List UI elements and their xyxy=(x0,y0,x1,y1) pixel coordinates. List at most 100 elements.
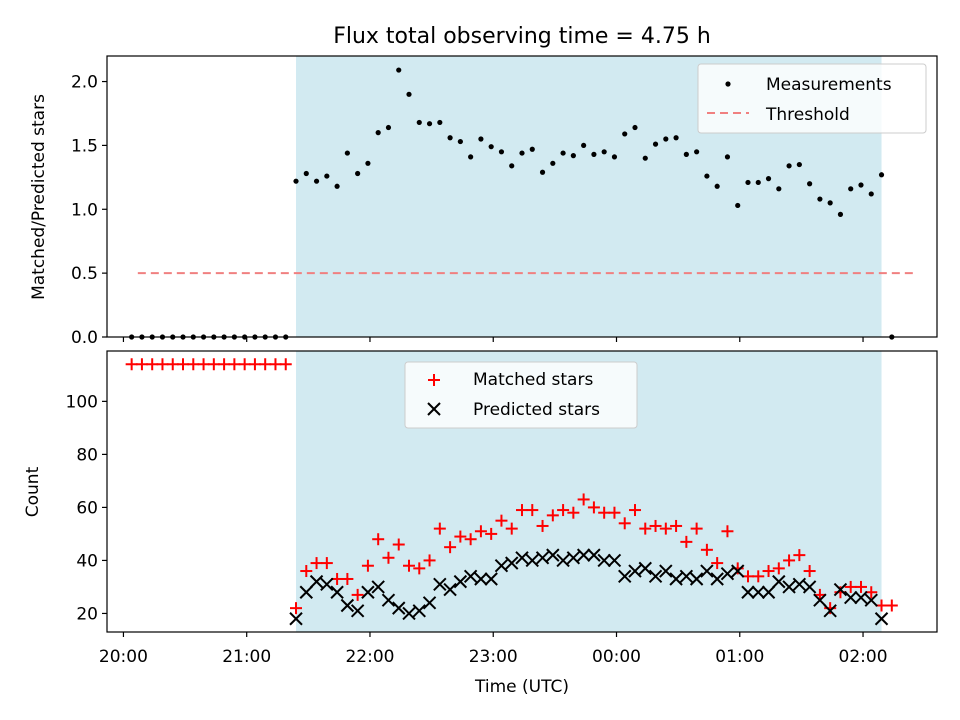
matched-stars-point xyxy=(177,358,190,371)
measurement-point xyxy=(632,124,638,131)
predicted-stars-point xyxy=(381,593,396,607)
matched-stars-point xyxy=(238,358,251,371)
measurement-point xyxy=(724,154,731,160)
measurement-point xyxy=(293,178,299,184)
matched-stars-point xyxy=(639,522,652,535)
matched-stars-point xyxy=(413,562,426,575)
bottom-y-tick-label: 40 xyxy=(76,551,98,571)
predicted-stars-point xyxy=(433,577,447,591)
matched-stars-point xyxy=(649,519,662,532)
matched-stars-point xyxy=(885,599,898,612)
top-legend: Measurements Threshold xyxy=(697,63,927,134)
bottom-x-tick-label: 23:00 xyxy=(469,647,518,667)
measurement-point xyxy=(406,91,412,97)
top-y-tick-label: 1.0 xyxy=(71,200,98,220)
predicted-stars-point xyxy=(587,548,601,562)
predicted-stars-point xyxy=(289,612,303,626)
matched-stars-point xyxy=(372,533,385,546)
matched-stars-point xyxy=(341,572,354,585)
predicted-stars-point xyxy=(648,569,663,584)
predicted-stars-point xyxy=(515,551,529,565)
matched-stars-point xyxy=(197,358,210,371)
predicted-stars-point xyxy=(330,585,344,599)
predicted-stars-legend-marker xyxy=(427,402,441,416)
matched-stars-point xyxy=(290,602,303,615)
predicted-stars-point xyxy=(361,585,375,599)
measurement-point xyxy=(591,151,597,157)
measurement-point xyxy=(303,170,309,177)
predicted-stars-point xyxy=(525,553,539,568)
matched-stars-point xyxy=(187,358,200,371)
matched-stars-point xyxy=(526,504,539,517)
measurement-point xyxy=(447,135,453,141)
measurement-point xyxy=(581,142,587,149)
predicted-stars-point xyxy=(484,572,498,586)
predicted-stars-point xyxy=(474,572,488,586)
measurement-point xyxy=(355,170,361,177)
predicted-stars-point xyxy=(864,593,878,607)
matched-stars-point xyxy=(125,358,138,371)
matched-stars-point xyxy=(228,358,241,371)
matched-stars-point xyxy=(628,504,641,517)
predicted-stars-point xyxy=(566,551,581,565)
measurement-point xyxy=(344,150,350,156)
matched-stars-point xyxy=(690,522,703,535)
predicted-stars-point xyxy=(669,572,683,586)
bottom-legend: Matched stars Predicted stars xyxy=(404,361,638,429)
matched-stars-point xyxy=(721,525,734,538)
bottom-plot-frame xyxy=(106,350,938,633)
top-y-tick-label: 1.5 xyxy=(71,136,98,156)
predicted-stars-point xyxy=(731,564,745,578)
matched-stars-point xyxy=(762,565,775,578)
matched-stars-point xyxy=(844,580,857,593)
bottom-x-tick-label: 22:00 xyxy=(345,647,394,667)
bottom-y-tick-label: 100 xyxy=(66,392,98,412)
measurement-point xyxy=(601,149,607,155)
measurement-point xyxy=(334,183,340,189)
matched-stars-point xyxy=(156,358,169,371)
matched-stars-point xyxy=(207,358,220,371)
predicted-stars-point xyxy=(350,604,365,618)
measurement-point xyxy=(837,211,844,217)
measurement-point xyxy=(365,160,371,166)
bottom-y-tick-label: 80 xyxy=(76,445,98,465)
matched-stars-point xyxy=(659,522,672,535)
top-plot-marks xyxy=(129,67,915,340)
predicted-stars-point xyxy=(412,604,426,618)
measurement-point xyxy=(570,153,576,159)
matched-stars-point xyxy=(444,541,457,554)
predicted-stars-point xyxy=(679,569,694,584)
measurement-point xyxy=(786,163,792,169)
predicted-stars-point xyxy=(751,585,765,599)
measurement-point xyxy=(776,186,782,192)
predicted-stars-point xyxy=(833,582,848,597)
matched-stars-point xyxy=(608,506,621,519)
predicted-stars-point xyxy=(597,553,611,568)
measurement-point xyxy=(755,179,761,186)
measurement-point xyxy=(519,150,525,156)
measurement-point xyxy=(488,144,494,150)
measurements-legend-label: Measurements xyxy=(766,75,892,95)
bottom-y-axis: 20 40 60 80 100 xyxy=(66,392,107,624)
matched-stars-point xyxy=(700,543,713,556)
threshold-legend-label: Threshold xyxy=(765,105,850,125)
matched-stars-point xyxy=(854,580,867,593)
bottom-x-tick-label: 20:00 xyxy=(99,647,148,667)
predicted-stars-point xyxy=(371,580,385,594)
predicted-stars-point xyxy=(453,574,468,589)
matched-stars-point xyxy=(351,588,364,601)
measurement-point xyxy=(807,181,813,187)
matched-stars-point xyxy=(259,358,272,371)
matched-stars-point xyxy=(433,522,446,535)
matched-stars-point xyxy=(803,565,816,578)
predicted-stars-point xyxy=(556,553,570,568)
measurement-point xyxy=(848,186,854,192)
top-plot-frame xyxy=(106,55,938,338)
predicted-stars-point xyxy=(546,548,560,562)
predicted-stars-point xyxy=(772,574,786,589)
matched-stars-legend-marker xyxy=(428,374,440,386)
bottom-y-tick-label: 60 xyxy=(76,498,98,518)
matched-stars-point xyxy=(485,527,498,540)
measurement-point xyxy=(539,169,546,175)
matched-stars-point xyxy=(516,504,528,517)
